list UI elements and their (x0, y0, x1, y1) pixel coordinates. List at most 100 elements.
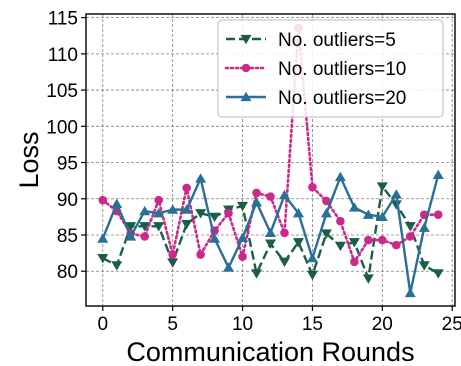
data-point (139, 222, 151, 232)
legend-item: No. outliers=20 (226, 88, 406, 109)
data-point (125, 222, 137, 232)
y-tick-label: 80 (57, 262, 78, 283)
legend-label: No. outliers=5 (278, 30, 396, 51)
data-point (418, 261, 430, 271)
data-point (280, 228, 289, 238)
data-point (405, 232, 415, 241)
y-tick-label: 85 (57, 226, 78, 247)
data-point (364, 235, 373, 245)
data-point (404, 287, 416, 298)
data-point (390, 200, 402, 210)
data-point (97, 233, 109, 243)
data-point (167, 258, 179, 268)
data-point (237, 232, 249, 243)
series-group (97, 23, 444, 298)
data-point (181, 219, 193, 230)
data-point (140, 232, 150, 241)
y-tick-label: 100 (46, 117, 78, 138)
data-point (391, 240, 401, 250)
data-point (196, 250, 205, 259)
data-point (237, 201, 249, 212)
legend-item: No. outliers=5 (226, 30, 396, 51)
data-point (278, 257, 290, 268)
y-tick-label: 105 (46, 81, 78, 102)
data-point (97, 254, 109, 264)
data-point (308, 182, 317, 192)
data-point (252, 188, 261, 198)
axis-ticks: 0 5 10 15 20 25 80 85 90 95 100 105 110 115 (46, 9, 461, 335)
data-point (292, 238, 304, 248)
data-point (320, 229, 332, 239)
data-point (153, 222, 165, 232)
legend-marker (241, 63, 251, 73)
x-tick-label: 0 (97, 314, 108, 335)
data-point (209, 212, 221, 223)
data-point (278, 189, 290, 200)
data-point (223, 262, 235, 272)
y-tick-label: 95 (57, 154, 78, 175)
data-point (433, 210, 443, 220)
y-tick-label: 110 (48, 45, 78, 66)
y-tick-label: 115 (48, 9, 78, 30)
legend-item: No. outliers=10 (224, 59, 406, 80)
data-point (125, 231, 137, 241)
legend: No. outliers=5 No. outliers=10 No. outlier… (217, 19, 444, 118)
grid (86, 14, 455, 306)
data-point (139, 205, 151, 216)
data-point (390, 189, 402, 199)
data-point (348, 238, 360, 248)
data-point (334, 241, 346, 252)
x-tick-label: 15 (302, 314, 323, 335)
data-point (306, 270, 318, 281)
y-axis-label: Loss (14, 131, 44, 188)
data-point (432, 169, 444, 179)
data-point (182, 183, 191, 193)
legend-label: No. outliers=10 (278, 59, 406, 80)
legend-box (217, 19, 444, 118)
x-tick-label: 25 (442, 314, 461, 335)
data-point (251, 269, 263, 279)
data-point (362, 209, 374, 219)
x-tick-label: 10 (232, 314, 253, 335)
data-point (418, 222, 430, 232)
data-point (224, 208, 233, 218)
data-point (320, 208, 332, 218)
data-point (111, 261, 123, 271)
data-point (265, 239, 276, 249)
data-point (153, 208, 165, 218)
data-point (181, 204, 193, 214)
legend-marker (240, 34, 252, 45)
x-axis-label: Communication Rounds (126, 337, 414, 366)
data-point (378, 235, 387, 245)
data-point (195, 173, 207, 183)
data-point (376, 182, 388, 192)
data-point (111, 198, 123, 208)
data-point (376, 211, 388, 222)
legend-marker (240, 91, 252, 102)
data-point (167, 204, 179, 214)
y-tick-label: 90 (57, 190, 78, 211)
data-point (209, 233, 221, 243)
data-point (292, 208, 304, 218)
data-point (251, 197, 263, 207)
data-point (265, 227, 276, 237)
data-point (266, 192, 275, 201)
series-3 (97, 169, 444, 298)
plot-frame (85, 13, 456, 307)
data-point (168, 250, 177, 259)
data-point (238, 252, 247, 262)
data-point (306, 252, 318, 263)
x-tick-label: 20 (372, 314, 393, 335)
data-point (98, 195, 108, 205)
data-point (336, 216, 345, 226)
data-point (322, 196, 331, 206)
data-point (154, 195, 163, 205)
data-point (404, 222, 416, 232)
legend-label: No. outliers=20 (278, 88, 406, 109)
data-point (334, 171, 346, 182)
data-point (350, 257, 359, 267)
data-point (348, 202, 360, 212)
data-point (362, 274, 374, 284)
data-point (432, 269, 444, 279)
